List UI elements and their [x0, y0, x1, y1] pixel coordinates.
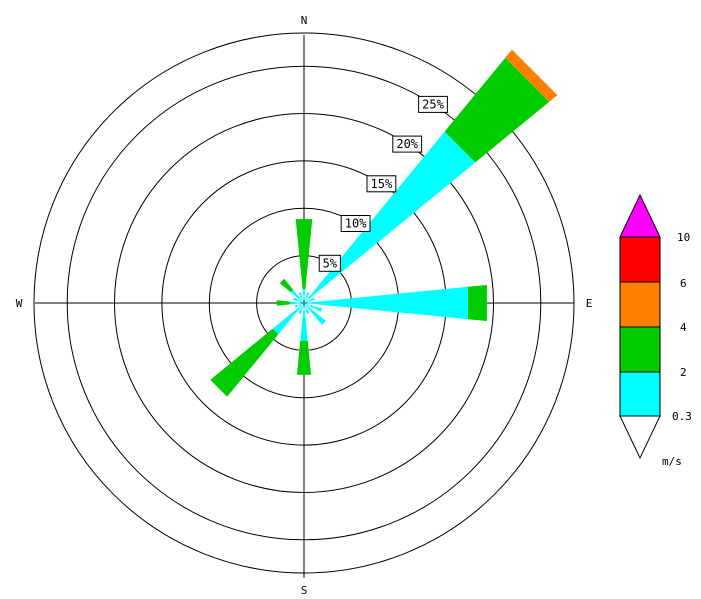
petal-n-0.3-2: [302, 288, 306, 303]
petal-nw-2-4: [279, 278, 294, 293]
legend-tick-10: 10: [677, 231, 690, 244]
ring-label-5: 5%: [318, 254, 341, 272]
petal-ene-0.3-2: [304, 297, 315, 303]
petal-ne-2-4: [444, 57, 550, 163]
petal-ne-4-6: [505, 49, 558, 102]
petal-nne-0.3-2: [304, 292, 310, 303]
ring-label-text-25: 25%: [422, 97, 444, 111]
petal-n-2-4: [295, 219, 313, 289]
ring-label-15: 15%: [366, 175, 397, 193]
ring-label-text-20: 20%: [396, 137, 418, 151]
petal-ssw-0.3-2: [298, 303, 304, 314]
ring-label-20: 20%: [392, 135, 423, 153]
petal-w-0.3-2: [289, 301, 304, 305]
petal-nw-0.3-2: [290, 289, 304, 303]
petal-nnw-0.3-2: [298, 292, 304, 303]
ring-label-text-5: 5%: [323, 256, 338, 270]
petal-ese-0.3-2: [304, 303, 323, 312]
ring-label-box-10: [340, 215, 371, 232]
ring-label-box-5: [318, 254, 341, 272]
petal-se-0.3-2: [304, 303, 326, 325]
wind-petals: [210, 49, 558, 397]
ring-label-box-25: [418, 95, 448, 113]
petal-s-2-4: [296, 340, 312, 375]
legend-swatch-2-4: [619, 326, 661, 373]
petal-sw-2-4: [210, 328, 279, 397]
compass-label-east: E: [586, 297, 593, 310]
legend-swatch-4-6: [619, 281, 661, 328]
petal-e-0.3-2: [304, 286, 468, 320]
compass-labels: N E S W: [16, 14, 593, 597]
legend-swatch-6-10: [619, 236, 661, 283]
legend-tick-4: 4: [680, 321, 687, 334]
petal-e-2-4: [468, 285, 487, 321]
petal-sw-0.3-2: [272, 303, 304, 335]
ring-label-10: 10%: [340, 215, 371, 232]
compass-label-south: S: [301, 584, 308, 597]
petal-s-0.3-2: [300, 303, 308, 341]
petal-w-2-4: [276, 300, 290, 306]
ring-label-box-15: [366, 175, 397, 193]
ring-label-text-10: 10%: [345, 217, 367, 231]
ring-label-25: 25%: [418, 95, 448, 113]
petal-sse-0.3-2: [304, 303, 310, 314]
petal-wnw-0.3-2: [293, 297, 304, 303]
petal-wsw-0.3-2: [294, 303, 304, 308]
legend-swatch-above-10: [619, 193, 661, 238]
legend-tick-0.3: 0.3: [672, 410, 692, 423]
legend-swatch-calm: [619, 415, 661, 460]
ring-label-text-15: 15%: [371, 177, 393, 191]
compass-label-west: W: [16, 297, 23, 310]
speed-legend: 10 6 4 2 0.3 m/s: [619, 193, 692, 468]
petal-ne-0.3-2: [304, 131, 476, 303]
legend-swatch-0.3-2: [619, 371, 661, 417]
ring-labels: 5% 10% 15% 20% 25%: [318, 95, 448, 272]
compass-label-north: N: [301, 14, 308, 27]
legend-tick-2: 2: [680, 366, 687, 379]
legend-tick-6: 6: [680, 277, 687, 290]
legend-unit: m/s: [662, 455, 682, 468]
ring-label-box-20: [392, 135, 423, 153]
